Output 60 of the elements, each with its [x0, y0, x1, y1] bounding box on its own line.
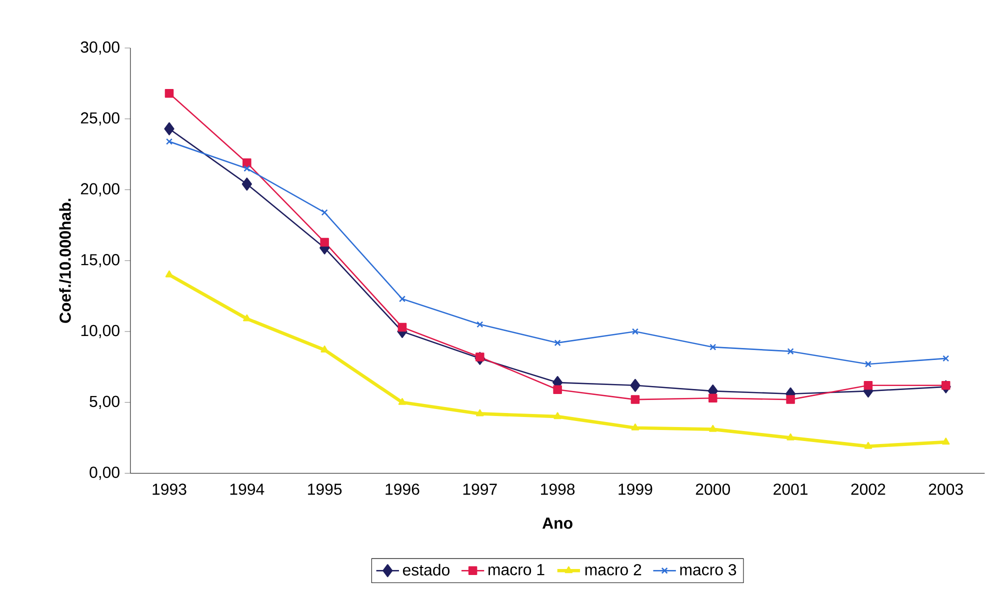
point	[942, 438, 950, 445]
x-tick-label: 1993	[152, 484, 186, 495]
point	[554, 340, 561, 346]
x-tick-label: 1996	[386, 484, 420, 495]
y-tick-label: 5,00	[90, 396, 120, 409]
point	[164, 88, 174, 98]
y-tick-label: 10,00	[81, 324, 120, 338]
point	[864, 360, 872, 368]
y-tick-label: 20,00	[80, 183, 120, 196]
point	[554, 412, 562, 420]
legend-label: macro 3	[680, 564, 736, 576]
y-tick-label: 25,00	[80, 112, 120, 126]
point	[708, 424, 717, 432]
point	[631, 424, 640, 430]
point	[476, 352, 484, 362]
point	[398, 398, 406, 405]
point	[476, 409, 484, 416]
point	[864, 380, 873, 390]
point	[320, 346, 328, 352]
point	[708, 394, 718, 403]
x-tick-label: 1994	[230, 484, 264, 495]
y-axis-title: Coef./10.000hab.	[59, 198, 72, 323]
x-tick-label: 2001	[774, 484, 808, 495]
y-tick-label: 15,00	[81, 254, 120, 268]
y-tick-label: 0,00	[90, 466, 120, 480]
point	[476, 321, 484, 328]
point	[630, 395, 640, 404]
point	[786, 395, 795, 404]
x-tick-label: 2003	[928, 484, 963, 495]
y-tick-label: 30,00	[80, 41, 120, 55]
point	[941, 380, 950, 390]
x-axis-title: Ano	[542, 518, 572, 529]
point	[166, 138, 173, 145]
point	[398, 322, 407, 332]
point	[632, 328, 639, 335]
point	[320, 238, 329, 247]
x-tick-label: 2000	[696, 484, 730, 495]
x-tick-label: 1999	[618, 484, 652, 495]
x-tick-label: 1995	[308, 484, 342, 495]
point	[165, 270, 174, 278]
x-tick-label: 2002	[851, 484, 886, 495]
point	[630, 378, 640, 392]
x-tick-label: 1997	[463, 484, 497, 495]
point	[398, 296, 406, 302]
legend-label: macro 1	[488, 564, 544, 576]
legend-label: estado	[402, 564, 450, 576]
point	[321, 209, 328, 216]
point	[787, 348, 794, 355]
point	[243, 314, 251, 322]
point	[864, 442, 872, 449]
point	[242, 158, 252, 168]
legend-label: macro 2	[585, 564, 642, 576]
point	[242, 178, 252, 191]
x-tick-label: 1998	[541, 484, 575, 495]
point	[164, 122, 174, 136]
point	[786, 433, 794, 440]
point	[553, 385, 562, 394]
point	[710, 344, 716, 350]
point	[244, 165, 250, 172]
point	[942, 355, 950, 362]
